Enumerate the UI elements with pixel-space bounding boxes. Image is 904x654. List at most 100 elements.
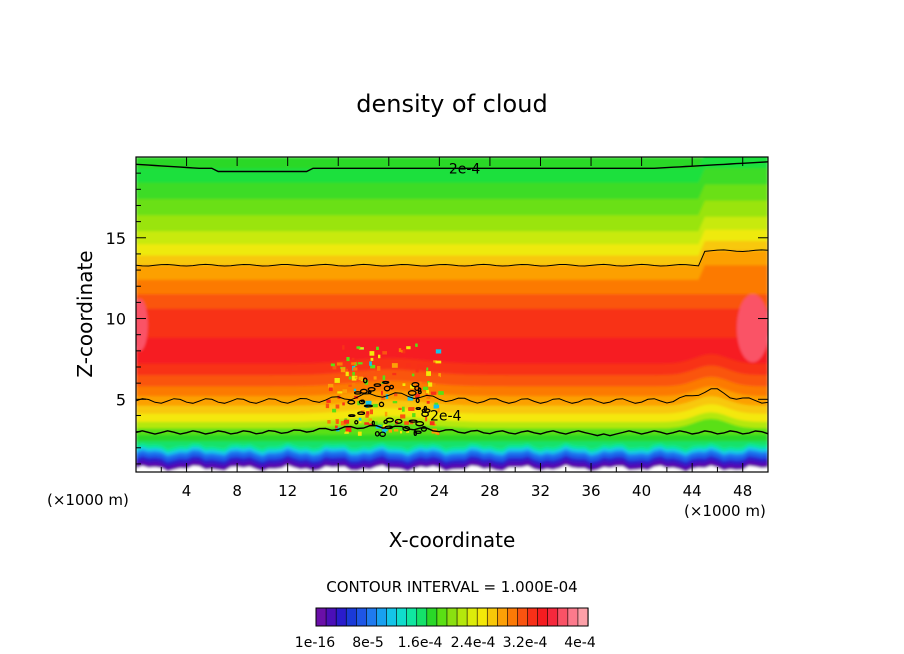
speckle-cell [340,367,346,373]
y-tick-label: 15 [106,229,126,248]
colorbar-tick-label: 1.6e-4 [398,635,443,651]
y-axis: 5 10 15 [106,172,768,465]
speckle-cell [366,411,370,416]
contour-cell [384,425,394,430]
speckle-cell [401,350,404,353]
speckle-cell [334,378,340,383]
y-tick-label: 5 [116,390,126,409]
colorbar-swatch [426,607,438,627]
speckle-cell [357,431,362,436]
contour-cell [407,390,417,396]
contour-cell [411,381,420,388]
x-tick-label: 48 [733,482,752,500]
colorbar-swatch [335,607,347,627]
speckle-cell [351,357,355,360]
speckle-cell [392,372,397,376]
colorbar-tick-label: 8e-5 [352,635,383,651]
speckle-cell [430,391,437,395]
contour-cell [394,418,403,424]
speckle-cell [328,383,334,389]
speckle-cell [423,386,429,390]
colorbar-swatch [345,607,357,627]
speckle-cell [400,414,406,419]
speckle-cell [407,396,414,401]
contour-cell [374,430,380,437]
colorbar-swatch [325,607,337,627]
colorbar-swatch [446,607,458,627]
colorbar-swatch [416,607,428,627]
contour-cell [357,411,366,416]
speckle-cell [420,365,426,369]
speckle-cell [328,387,333,392]
contour-interval-text: CONTOUR INTERVAL = 1.000E-04 [326,578,577,596]
speckle-cell [343,419,350,424]
speckle-cell [400,430,403,434]
contour-cell [415,406,422,411]
speckle-cell [352,383,356,386]
speckle-cell [351,375,358,381]
x-tick-label: 8 [232,482,242,500]
speckle-cell [392,401,398,404]
contour-cell [413,430,418,437]
colorbar-swatch [557,607,569,627]
speckle-cell [368,423,373,427]
speckle-cell [426,389,430,394]
contour-line [136,249,768,267]
speckle-cell [415,393,420,398]
speckle-cell [372,403,378,408]
speckle-cell [344,431,349,434]
colorbar-swatch [406,607,418,627]
speckle-cell [370,370,376,374]
speckle-cell [345,371,349,377]
speckle-cell [369,409,373,415]
speckle-cell [356,379,359,382]
contour-cell [423,405,428,412]
speckle-cell [365,400,372,406]
colorbar-swatch [466,607,478,627]
speckle-cell [436,376,440,379]
speckle-cell [356,346,361,349]
speckle-cell [410,384,415,389]
contour-cell [363,404,374,408]
contour-cell [353,391,362,395]
contour-lines [136,161,768,437]
density-field [136,157,768,472]
speckle-cell [336,419,339,424]
contour-label: 2e-4 [449,161,481,177]
speckle-cell [332,365,337,370]
speckle-cell [435,349,442,354]
speckle-cell [353,388,357,392]
contour-labels: 2e-4 2e-4 [430,161,480,424]
speckle-cell [379,384,384,387]
speckle-cell [348,376,352,380]
contour-cell [354,420,359,425]
y-tick-label: 10 [106,310,126,329]
x-tick-label: 36 [581,482,600,500]
x-tick-label: 40 [632,482,651,500]
colorbar-tick-label: 3.2e-4 [503,635,548,651]
speckle-cell [358,417,362,421]
x-tick-label: 44 [683,482,702,500]
speckle-cell [358,362,363,365]
speckle-cell [426,371,431,376]
speckle-cell [342,345,345,350]
speckle-cell [352,367,358,371]
speckle-cell [388,429,392,433]
speckle-cell [391,363,398,368]
speckle-cell [364,422,369,425]
x-tick-label: 24 [430,482,449,500]
speckle-cell [438,391,444,395]
contour-cell [373,383,382,387]
contour-line [136,388,768,404]
speckle-cell [376,346,379,350]
contour-cell [417,390,422,395]
contour-cell [408,419,418,423]
colorbar-swatch [537,607,549,627]
contour-cell [415,421,425,427]
contour-cell [415,397,420,404]
colorbar-swatch [315,607,327,627]
speckle-cell [370,357,374,361]
speckle-cell [351,362,356,365]
colorbar-swatch [376,607,388,627]
speckle-cell [358,420,362,424]
